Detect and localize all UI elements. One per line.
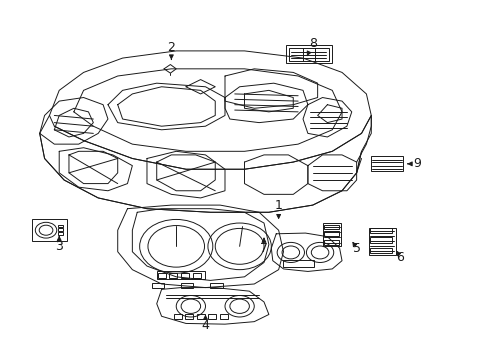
- Bar: [208, 314, 216, 319]
- Text: 6: 6: [396, 251, 404, 264]
- Bar: [193, 273, 201, 278]
- Bar: [369, 228, 391, 233]
- Bar: [288, 48, 328, 61]
- Text: 5: 5: [352, 242, 360, 255]
- Bar: [173, 314, 181, 319]
- Bar: [152, 283, 163, 288]
- Bar: [285, 45, 331, 63]
- Bar: [368, 228, 395, 255]
- Bar: [282, 260, 314, 267]
- Bar: [158, 273, 165, 278]
- Bar: [32, 220, 66, 241]
- Text: 1: 1: [274, 199, 282, 219]
- Bar: [58, 225, 63, 227]
- Bar: [369, 237, 391, 243]
- Bar: [58, 228, 63, 231]
- Bar: [324, 225, 338, 229]
- Bar: [220, 314, 227, 319]
- Text: 7: 7: [260, 238, 267, 255]
- Bar: [324, 240, 338, 244]
- Bar: [184, 314, 192, 319]
- Bar: [157, 271, 205, 279]
- Text: 4: 4: [201, 315, 209, 332]
- Bar: [324, 231, 338, 235]
- Text: 9: 9: [407, 157, 421, 170]
- Text: 8: 8: [306, 37, 316, 56]
- Bar: [58, 232, 63, 234]
- Bar: [196, 314, 204, 319]
- Bar: [181, 283, 193, 288]
- Text: 2: 2: [167, 41, 175, 59]
- Bar: [181, 273, 188, 278]
- Text: 3: 3: [55, 237, 63, 253]
- Bar: [322, 223, 340, 246]
- Bar: [369, 248, 391, 253]
- Bar: [210, 283, 222, 288]
- Bar: [168, 273, 176, 278]
- Bar: [370, 156, 402, 171]
